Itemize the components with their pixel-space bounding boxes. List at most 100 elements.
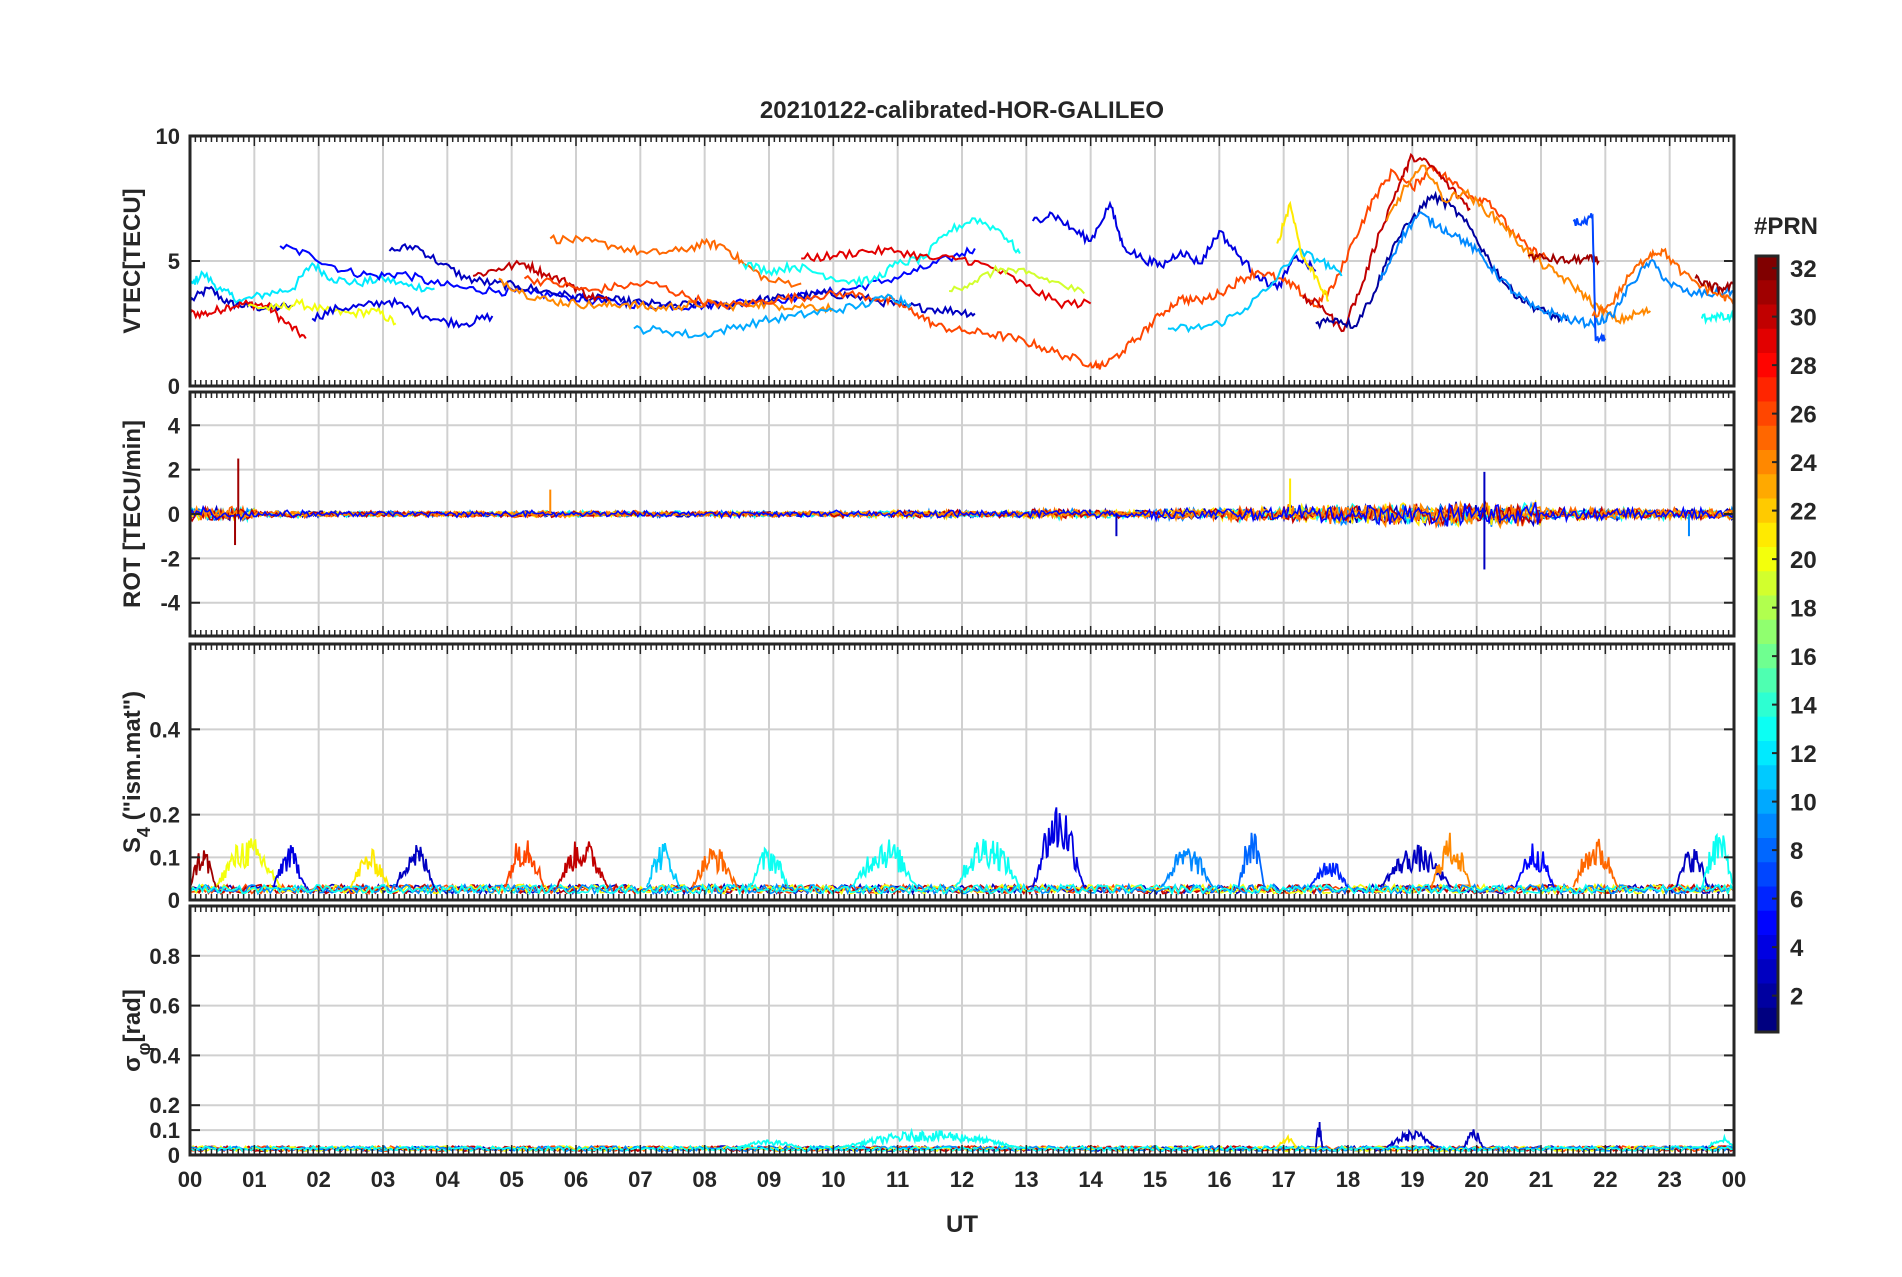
y-tick-label: -2 bbox=[160, 546, 180, 571]
burst-prn-13 bbox=[954, 838, 1021, 888]
colorbar-tick-label: 8 bbox=[1790, 838, 1803, 865]
burst-prn-30 bbox=[555, 841, 609, 888]
colorbar-bin bbox=[1756, 935, 1778, 960]
panel-s4: 0 0.1 0.2 0.4S4 ("ism.mat") bbox=[119, 642, 1736, 913]
colorbar-bin bbox=[1756, 401, 1778, 427]
vtec-series-prn-11 bbox=[1167, 247, 1343, 334]
burst-prn-31 bbox=[190, 850, 217, 888]
vtec-series-prn-25 bbox=[1591, 247, 1734, 319]
burst-prn-13 bbox=[1700, 832, 1734, 888]
burst-prn-3 bbox=[1675, 849, 1710, 888]
colorbar-bin bbox=[1756, 450, 1778, 475]
burst-prn-21 bbox=[349, 848, 391, 888]
colorbar-tick-label: 14 bbox=[1790, 693, 1817, 720]
x-tick-label: 08 bbox=[692, 1167, 716, 1192]
grid bbox=[190, 136, 1734, 386]
vtec-series-prn-30 bbox=[472, 259, 610, 303]
vtec-series-prn-31 bbox=[1527, 251, 1600, 266]
burst-prn-3 bbox=[1314, 1121, 1324, 1148]
x-tick-label: 00 bbox=[178, 1167, 202, 1192]
burst-prn-25 bbox=[1572, 838, 1619, 888]
colorbar-bin bbox=[1756, 595, 1778, 621]
x-ticks bbox=[189, 906, 1735, 1155]
rot-series-prn-5 bbox=[190, 501, 1734, 527]
panel-rot: -4 -2 0 2 4 ROT [TECU/min] bbox=[119, 390, 1736, 638]
chart-title: 20210122-calibrated-HOR-GALILEO bbox=[760, 97, 1164, 124]
x-tick-label: 20 bbox=[1464, 1167, 1488, 1192]
x-tick-label: 16 bbox=[1207, 1167, 1231, 1192]
vtec-series-prn-26 bbox=[523, 274, 1105, 370]
burst-prn-3 bbox=[1463, 1129, 1484, 1149]
colorbar-bin bbox=[1756, 716, 1778, 742]
colorbar-tick-label: 6 bbox=[1790, 887, 1803, 914]
vtec-series-prn-12 bbox=[190, 261, 435, 304]
panel-vtec: 0 5 10 VTEC[TECU] bbox=[119, 124, 1736, 399]
x-tick-label: 09 bbox=[757, 1167, 781, 1192]
burst-prn-13 bbox=[839, 1127, 1021, 1149]
colorbar-bin bbox=[1756, 1007, 1778, 1033]
y-tick-label: 0.1 bbox=[149, 845, 180, 870]
vtec-series-prn-21 bbox=[1276, 200, 1330, 302]
y-tick-label: 0.4 bbox=[149, 1043, 180, 1068]
x-tick-label: 17 bbox=[1271, 1167, 1295, 1192]
x-ticks bbox=[189, 136, 1735, 386]
vtec-series-prn-29 bbox=[190, 298, 307, 340]
y-axis-label: VTEC[TECU] bbox=[119, 188, 146, 333]
vtec-series-prn-19 bbox=[949, 264, 1085, 295]
y-tick-label: 0 bbox=[168, 502, 180, 527]
burst-prn-21 bbox=[1276, 1133, 1298, 1149]
colorbar-bin bbox=[1756, 425, 1778, 451]
colorbar-bin bbox=[1756, 571, 1778, 597]
vtec-series-prn-13 bbox=[742, 217, 1021, 288]
x-tick-label: 05 bbox=[499, 1167, 523, 1192]
x-tick-label: 00 bbox=[1722, 1167, 1746, 1192]
y-tick-label: 0.2 bbox=[149, 1093, 180, 1118]
colorbar-bin bbox=[1756, 789, 1778, 815]
y-tick-label: 10 bbox=[156, 124, 180, 149]
burst-prn-24 bbox=[1430, 832, 1472, 888]
burst-prn-13 bbox=[736, 1139, 802, 1149]
colorbar-bin bbox=[1756, 983, 1778, 1009]
colorbar-tick-label: 12 bbox=[1790, 741, 1817, 768]
grid bbox=[190, 644, 1734, 900]
burst-prn-9 bbox=[1160, 848, 1214, 888]
x-tick-label: 10 bbox=[821, 1167, 845, 1192]
colorbar-bin bbox=[1756, 838, 1778, 863]
x-tick-label: 14 bbox=[1078, 1167, 1103, 1192]
x-tick-label: 13 bbox=[1014, 1167, 1038, 1192]
x-tick-label: 11 bbox=[886, 1167, 909, 1192]
colorbar-bin bbox=[1756, 813, 1778, 839]
colorbar-bin bbox=[1756, 668, 1778, 694]
y-tick-label: 0 bbox=[168, 888, 180, 913]
colorbar-bin bbox=[1756, 959, 1778, 985]
burst-prn-4 bbox=[1031, 807, 1086, 888]
colorbar-tick-label: 32 bbox=[1790, 256, 1817, 283]
data-layer bbox=[190, 152, 1734, 370]
colorbar-bin bbox=[1756, 644, 1778, 669]
colorbar-bin bbox=[1756, 910, 1778, 936]
colorbar-tick-label: 20 bbox=[1790, 547, 1817, 574]
x-tick-label: 02 bbox=[306, 1167, 330, 1192]
colorbar-tick-label: 18 bbox=[1790, 596, 1817, 623]
y-tick-label: 0.2 bbox=[149, 803, 180, 828]
x-tick-label: 19 bbox=[1400, 1167, 1424, 1192]
x-ticks bbox=[189, 644, 1735, 900]
vtec-series-prn-29 bbox=[801, 244, 1092, 310]
x-tick-label: 22 bbox=[1593, 1167, 1617, 1192]
x-tick-label: 23 bbox=[1657, 1167, 1681, 1192]
colorbar-bin bbox=[1756, 256, 1778, 281]
colorbar-tick-label: 10 bbox=[1790, 790, 1817, 817]
colorbar-bin bbox=[1756, 280, 1778, 306]
colorbar-bin bbox=[1756, 328, 1778, 354]
vtec-series-prn-9 bbox=[1379, 211, 1734, 330]
vtec-series-prn-3 bbox=[388, 243, 976, 319]
vtec-series-prn-31 bbox=[1694, 273, 1734, 295]
y-tick-label: 0 bbox=[168, 1143, 180, 1168]
burst-prn-8 bbox=[1237, 832, 1266, 888]
y-tick-label: 2 bbox=[168, 458, 180, 483]
colorbar-title: #PRN bbox=[1754, 213, 1818, 240]
burst-prn-25 bbox=[691, 848, 738, 888]
x-tick-label: 06 bbox=[564, 1167, 588, 1192]
